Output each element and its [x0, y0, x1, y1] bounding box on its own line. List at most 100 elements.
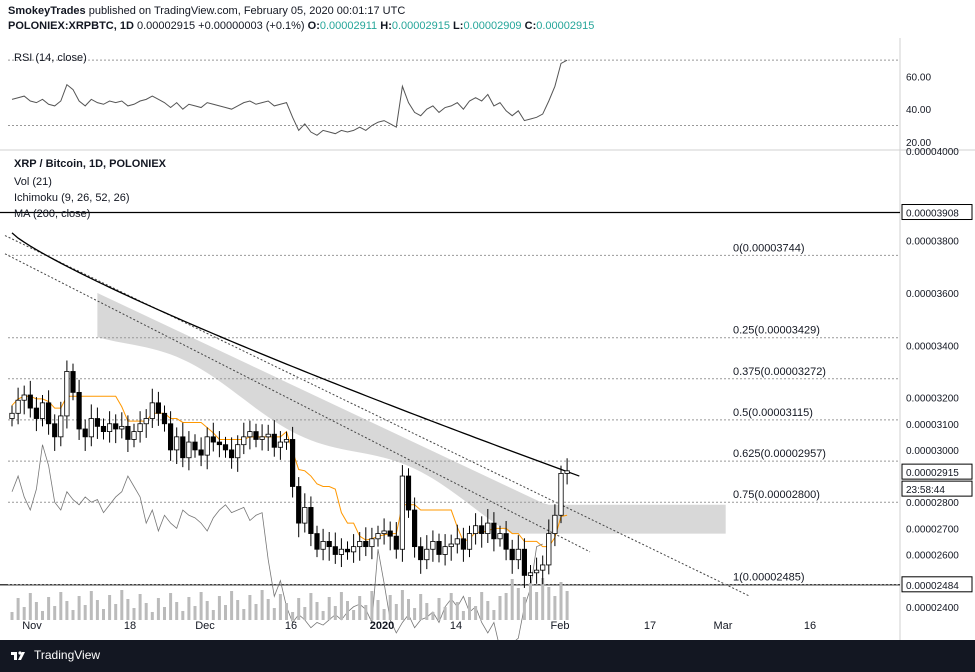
fib-level-label: 0.625(0.00002957) [733, 448, 826, 460]
current-price-label: 0.00002915 [906, 468, 959, 479]
volume-bar [236, 600, 240, 620]
volume-bar [95, 600, 99, 620]
price-tick-label: 0.00002400 [906, 603, 959, 614]
volume-bar [156, 598, 160, 620]
volume-bar [22, 607, 26, 620]
candle-body [241, 436, 247, 446]
volume-bar [53, 606, 57, 620]
volume-bar [492, 610, 496, 620]
price-tick-label: 0.00003000 [906, 446, 959, 457]
symbol-label: POLONIEX:XRPBTC, 1D [8, 20, 134, 32]
support-price-label-box [901, 576, 973, 593]
candle-body [424, 548, 430, 561]
fib-level-label: 1(0.00002485) [733, 572, 805, 584]
footer-bar: TradingView [0, 640, 975, 672]
candle-body [186, 441, 192, 459]
candle-body [564, 470, 570, 474]
candle-body [326, 541, 332, 548]
candle-body [546, 533, 552, 566]
volume-bar [358, 596, 362, 620]
volume-bar [181, 611, 185, 620]
candle-body [9, 412, 15, 419]
volume-bar [498, 596, 502, 620]
support-price-label: 0.00002484 [906, 581, 959, 592]
volume-bar [83, 605, 87, 620]
candle-body [515, 548, 521, 561]
volume-bar [535, 592, 539, 620]
volume-bar [278, 594, 282, 620]
trendline [4, 235, 751, 597]
candle-body [430, 541, 436, 550]
volume-bar [41, 611, 44, 620]
volume-bar [254, 604, 258, 620]
candle-body [436, 541, 442, 555]
rsi-legend[interactable]: RSI (14, close) [14, 52, 87, 64]
close-value: 0.00002915 [536, 20, 595, 32]
author-name[interactable]: SmokeyTrades [8, 5, 86, 17]
price-change: +0.00000003 (+0.1%) [198, 20, 305, 32]
footer-brand: TradingView [34, 648, 101, 662]
candle-body [107, 423, 113, 433]
volume-bar [382, 609, 386, 620]
published-text: published on TradingView.com, February 0… [88, 5, 406, 17]
candle-body [70, 371, 76, 393]
volume-bar [291, 612, 295, 620]
candle-body [113, 423, 119, 430]
candle-body [411, 509, 418, 548]
volume-bar [144, 603, 148, 620]
candle-body [357, 541, 363, 548]
volume-bar [59, 592, 63, 620]
candle-body [88, 418, 94, 438]
volume-bar [309, 593, 313, 620]
rsi-tick-label: 40.00 [906, 105, 931, 116]
candle-body [375, 533, 381, 540]
rsi-tick-label: 60.00 [906, 73, 931, 84]
candle-body [320, 541, 326, 550]
volume-bar [480, 592, 484, 620]
volume-bar [522, 597, 526, 620]
price-tick-label: 0.00004000 [906, 147, 959, 158]
candle-body [472, 525, 479, 534]
volume-bar [461, 611, 465, 620]
price-chart[interactable]: 60.00 40.00 20.00 0(0.00003744) 0.25(0.00003… [0, 0, 975, 640]
tradingview-logo[interactable]: TradingView [10, 648, 100, 662]
volume-bar [388, 595, 392, 620]
volume-bar [108, 595, 112, 620]
volume-bar [303, 607, 307, 620]
candle-body [308, 507, 314, 534]
candle-body [76, 391, 82, 430]
volume-bar [437, 598, 441, 620]
volume-bar [370, 591, 374, 620]
volume-bar [169, 593, 173, 620]
candle-body [94, 418, 100, 427]
candle-body [204, 436, 210, 456]
candle-body [552, 514, 558, 534]
ichimoku-legend[interactable]: Ichimoku (9, 26, 52, 26) [14, 192, 130, 204]
price-tick-label: 0.00003600 [906, 289, 959, 300]
candle-body [509, 548, 515, 561]
candle-body [247, 431, 253, 438]
volume-bar [120, 590, 124, 620]
candle-body [52, 423, 58, 438]
fib-level-label: 0.5(0.00003115) [733, 407, 813, 419]
candle-body [143, 418, 149, 425]
ma-legend[interactable]: MA (200, close) [14, 208, 91, 220]
volume-bar [553, 596, 557, 620]
ichimoku-cloud [97, 293, 726, 534]
volume-bar [102, 609, 105, 620]
candle-body [405, 475, 412, 511]
volume-bar [211, 610, 215, 620]
candle-body [363, 541, 369, 548]
time-axis-label: 18 [124, 620, 136, 632]
candle-body [155, 402, 161, 414]
time-axis-label: 2020 [370, 620, 394, 632]
time-axis-label: 16 [804, 620, 816, 632]
candle-body [283, 439, 290, 443]
candle-body [58, 415, 64, 438]
candle-body [418, 546, 424, 561]
volume-bar [541, 578, 545, 620]
candle-body [491, 522, 497, 540]
volume-bar [474, 606, 478, 620]
volume-legend[interactable]: Vol (21) [14, 176, 52, 188]
volume-bar [205, 601, 209, 620]
